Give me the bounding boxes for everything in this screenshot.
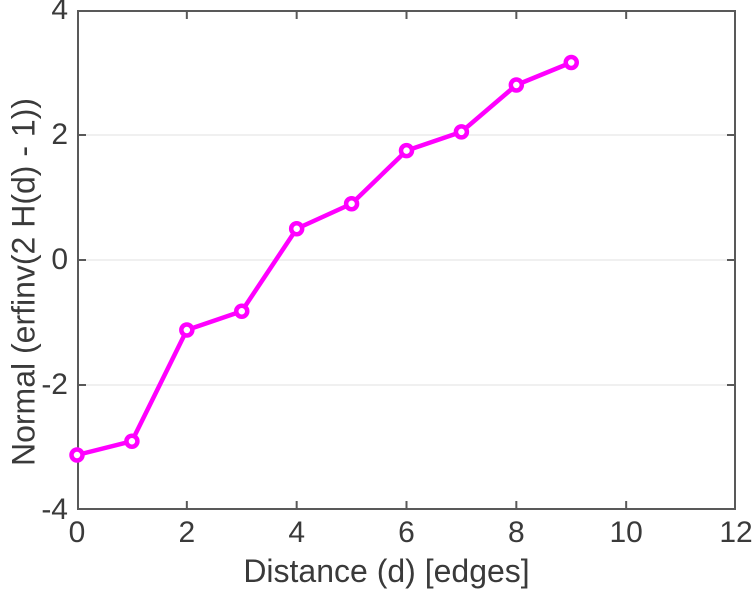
- x-tick-label-6: 6: [398, 516, 415, 549]
- line-chart-svg: [69, 10, 736, 510]
- x-tick-label-2: 2: [178, 516, 196, 549]
- x-tick-label-12: 12: [719, 516, 753, 549]
- y-tick-label-4: 4: [51, 0, 68, 26]
- data-point-d7: [453, 124, 470, 140]
- data-point-d0: [69, 447, 85, 463]
- x-tick-label-10: 10: [609, 516, 643, 549]
- data-point-d9: [563, 54, 579, 71]
- x-axis-label: Distance (d) [edges]: [243, 553, 530, 589]
- data-point-d2: [179, 322, 195, 338]
- data-line: [74, 60, 574, 458]
- data-point-d4: [288, 221, 305, 237]
- x-tick-label-0: 0: [68, 516, 86, 549]
- x-tick-label-8: 8: [507, 516, 525, 549]
- y-tick-label--2: -2: [41, 368, 68, 401]
- data-point-d8: [508, 77, 525, 93]
- plot-area: [69, 10, 736, 510]
- data-point-d6: [398, 142, 415, 159]
- x-tick-label-4: 4: [288, 516, 305, 549]
- data-point-d3: [234, 303, 250, 319]
- y-tick-label-0: 0: [51, 243, 68, 276]
- data-point-d5: [343, 196, 360, 212]
- y-axis-label: Normal (erfinv(2 H(d) - 1)): [5, 97, 42, 467]
- data-point-d1: [124, 433, 140, 449]
- y-tick-label--4: -4: [41, 493, 68, 526]
- y-tick-label-2: 2: [51, 118, 68, 151]
